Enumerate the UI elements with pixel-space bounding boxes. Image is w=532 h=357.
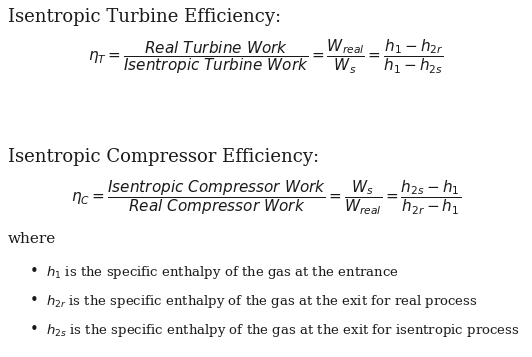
Text: $\eta_C = \dfrac{\mathit{Isentropic\ Compressor\ Work}}{\mathit{Real\ Compressor: $\eta_C = \dfrac{\mathit{Isentropic\ Com… xyxy=(71,178,461,217)
Text: •: • xyxy=(30,293,39,308)
Text: •: • xyxy=(30,322,39,337)
Text: $\eta_T = \dfrac{\mathit{Real\ Turbine\ Work}}{\mathit{Isentropic\ Turbine\ Work: $\eta_T = \dfrac{\mathit{Real\ Turbine\ … xyxy=(88,38,444,76)
Text: $h_{2s}$ is the specific enthalpy of the gas at the exit for isentropic process: $h_{2s}$ is the specific enthalpy of the… xyxy=(46,322,520,339)
Text: •: • xyxy=(30,264,39,279)
Text: Isentropic Compressor Efficiency:: Isentropic Compressor Efficiency: xyxy=(8,148,319,166)
Text: $h_{2r}$ is the specific enthalpy of the gas at the exit for real process: $h_{2r}$ is the specific enthalpy of the… xyxy=(46,293,478,310)
Text: where: where xyxy=(8,232,56,246)
Text: $h_1$ is the specific enthalpy of the gas at the entrance: $h_1$ is the specific enthalpy of the ga… xyxy=(46,264,399,281)
Text: Isentropic Turbine Efficiency:: Isentropic Turbine Efficiency: xyxy=(8,8,281,26)
